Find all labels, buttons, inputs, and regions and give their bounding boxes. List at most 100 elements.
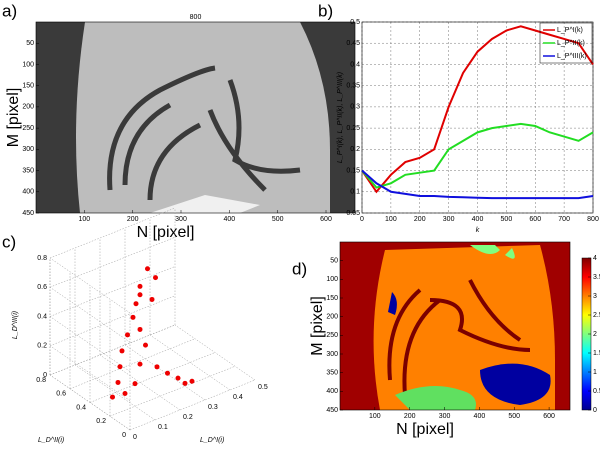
grid-line: [49, 295, 176, 346]
grid-line: [174, 324, 256, 381]
point: [182, 380, 188, 386]
axes-frame: [35, 21, 356, 214]
grid-line: [149, 334, 231, 391]
legend-label: L_P^I(k): [557, 27, 583, 34]
x-tick-label: 600: [320, 216, 332, 223]
y-tick-label: 0: [122, 432, 126, 439]
y-tick-label: 450: [326, 407, 338, 414]
y-tick-label: 0.4: [76, 404, 86, 411]
x-tick-label: 200: [414, 216, 426, 223]
y-tick-label: 450: [22, 210, 34, 217]
point: [119, 348, 125, 354]
x-tick-label: 300: [175, 216, 187, 223]
colorbar-tick-label: 2: [593, 331, 597, 338]
grid-line: [109, 366, 236, 417]
y-tick-label: 0.5: [350, 19, 360, 26]
x-tick-label: 0.5: [258, 384, 268, 391]
z-tick-label: 0: [43, 372, 47, 379]
y-tick-label: 100: [22, 61, 34, 68]
x-tick-label: 500: [272, 216, 284, 223]
grid-line: [129, 379, 256, 431]
grid-line: [49, 266, 176, 317]
x-tick-label: 500: [508, 413, 520, 420]
panel-label: d): [292, 259, 307, 278]
y-tick-label: 0.8: [36, 377, 46, 384]
grid-line: [99, 354, 181, 411]
colorbar-tick-label: 3.5: [593, 274, 600, 281]
colorbar-tick-label: 4: [593, 255, 597, 262]
grid-line: [49, 287, 131, 343]
y-tick-label: 0.45: [346, 40, 360, 47]
grid-line: [74, 364, 156, 421]
x-tick-label: 600: [529, 216, 541, 223]
point: [110, 394, 115, 400]
x-tick-label: 0: [360, 216, 364, 223]
x-tick-label: 200: [404, 413, 416, 420]
panel-label: a): [2, 1, 17, 20]
x-axis-label: L_D^I(i): [200, 437, 224, 444]
point: [153, 275, 158, 281]
colorbar-tick-label: 0.5: [593, 388, 600, 395]
series-line: [361, 169, 594, 200]
x-tick-label: 300: [443, 216, 455, 223]
colorbar-tick-label: 1.5: [593, 350, 600, 357]
x-tick-label: 100: [369, 413, 381, 420]
top-tick-label: 800: [190, 14, 202, 21]
point: [137, 283, 143, 289]
legend-box: [539, 22, 593, 64]
series-line: [361, 122, 594, 189]
y-tick-label: 0.15: [346, 167, 360, 174]
panel-label: c): [2, 232, 16, 251]
x-tick-label: 400: [474, 413, 486, 420]
x-tick-label: 400: [223, 216, 235, 223]
y-tick-label: 0.25: [346, 125, 360, 132]
x-tick-label: 700: [558, 216, 570, 223]
point: [165, 370, 170, 376]
y-tick-label: 50: [26, 40, 34, 47]
y-tick-label: 250: [326, 332, 338, 339]
grid-line: [49, 316, 131, 372]
x-tick-label: 300: [439, 413, 451, 420]
point: [130, 314, 136, 320]
point: [145, 266, 150, 272]
y-tick-label: 0.2: [350, 146, 360, 153]
y-tick-label: 0.05: [346, 210, 360, 217]
legend-label: L_P^II(k): [557, 40, 585, 47]
axes-frame: [361, 21, 594, 214]
colorbar-tick-label: 3: [593, 293, 597, 300]
y-tick-label: 400: [326, 388, 338, 395]
y-tick-label: 300: [22, 146, 34, 153]
point: [189, 378, 195, 384]
y-tick-label: 0.2: [96, 418, 106, 425]
y-tick-label: 350: [22, 167, 34, 174]
grid-line: [49, 207, 176, 259]
point: [133, 301, 139, 307]
y-axis-label: M [pixel]: [5, 88, 22, 148]
grid-line: [49, 374, 131, 431]
grid-line: [69, 338, 196, 389]
grid-line: [49, 237, 176, 288]
x-tick-label: 800: [587, 216, 599, 223]
grid-line: [49, 257, 131, 314]
z-tick-label: 0.2: [37, 343, 47, 350]
y-tick-label: 350: [326, 370, 338, 377]
y-tick-label: 200: [22, 104, 34, 111]
y-axis-label: L_D^II(i): [38, 437, 64, 444]
legend-label: L_P^III(k): [557, 53, 587, 60]
y-axis-label: L_P^I(k), L_P^II(k), L_P^III(k): [337, 72, 344, 163]
x-tick-label: 600: [543, 413, 555, 420]
x-tick-label: 400: [472, 216, 484, 223]
y-tick-label: 0.4: [350, 61, 360, 68]
segmentation-map: [340, 242, 570, 410]
x-axis-label: N [pixel]: [137, 224, 195, 241]
y-tick-label: 0.3: [350, 104, 360, 111]
x-tick-label: 0: [133, 434, 137, 441]
colorbar-tick-label: 2.5: [593, 312, 600, 319]
point: [125, 332, 130, 338]
point: [149, 296, 155, 302]
x-axis-label: k: [476, 227, 480, 234]
y-tick-label: 0.6: [56, 391, 66, 398]
x-tick-label: 0.2: [183, 414, 193, 421]
z-tick-label: 0.6: [37, 284, 47, 291]
